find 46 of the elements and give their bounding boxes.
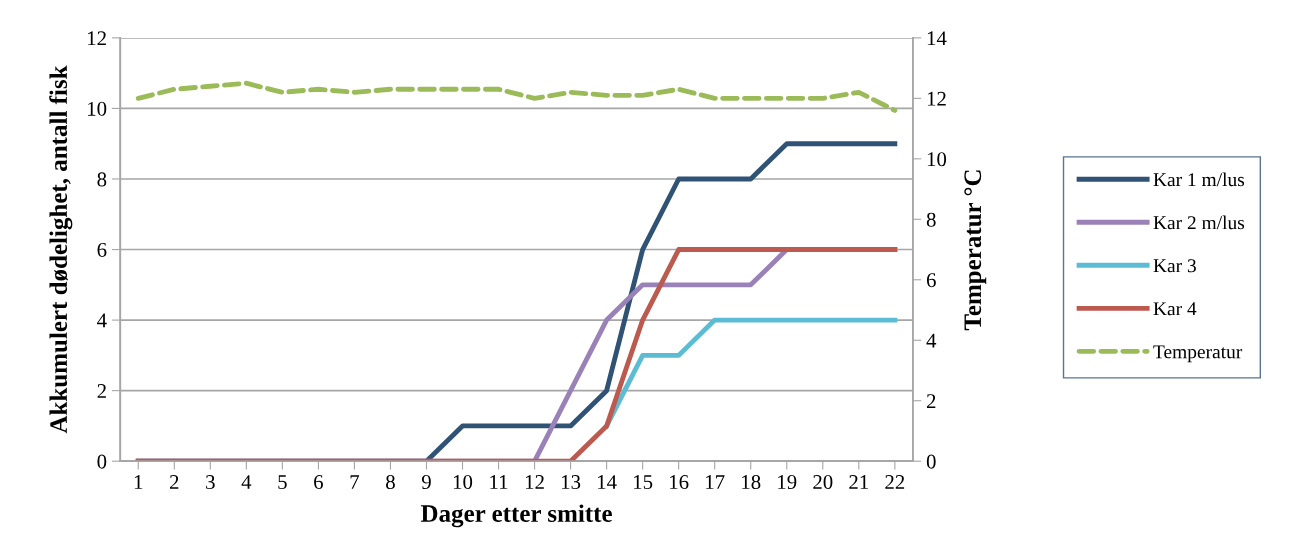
y2-tick-label: 4 [926,333,937,348]
legend-label: Temperatur [1153,345,1243,363]
y2-axis-title: Temperatur °C [964,170,987,331]
x-tick-label: 7 [350,475,360,489]
x-tick-label: 18 [742,474,761,490]
legend-label: Kar 3 [1153,259,1196,273]
x-tick-label: 17 [706,475,725,489]
x-tick-label: 4 [241,475,252,489]
x-tick-label: 3 [206,475,215,490]
y-tick-label: 4 [97,313,107,328]
x-tick-label: 8 [386,474,395,490]
y-tick-label: 0 [97,454,107,469]
y-axis-title: Akkumulert dødelighet, antall fisk [49,65,73,434]
legend-label: Kar 2 m/lus [1153,215,1245,230]
y2-tick-label: 6 [926,273,936,288]
y2-tick-label: 0 [926,454,936,469]
x-axis-title: Dager etter smitte [420,504,612,528]
line-series [135,80,898,113]
y-tick-label: 6 [97,242,107,257]
x-tick-label: 12 [525,475,544,489]
legend-label: Kar 1 m/lus [1153,172,1245,187]
y-tick-label: 12 [88,31,106,46]
y-tick-label: 2 [97,384,106,398]
x-tick-label: 20 [813,474,833,490]
x-tick-label: 15 [634,475,653,490]
y2-tick-label: 14 [927,31,947,46]
x-tick-label: 2 [170,475,179,489]
y2-tick-label: 8 [926,212,936,227]
x-tick-label: 19 [778,475,797,490]
y-tick-label: 8 [97,172,107,187]
x-tick-label: 1 [134,475,143,489]
x-tick-label: 11 [490,475,508,489]
x-tick-label: 9 [421,475,431,490]
x-tick-label: 16 [670,475,689,490]
y2-tick-label: 2 [926,394,936,408]
y2-tick-label: 12 [927,91,946,106]
y-tick-label: 10 [88,101,107,116]
y2-tick-label: 10 [927,152,947,167]
x-tick-label: 14 [598,475,617,489]
x-tick-label: 22 [885,475,905,489]
x-tick-label: 10 [453,474,473,490]
x-tick-label: 5 [278,475,287,490]
x-tick-label: 21 [849,475,868,489]
x-tick-label: 13 [562,475,581,490]
x-tick-label: 6 [314,475,323,490]
legend-label: Kar 4 [1153,302,1197,316]
